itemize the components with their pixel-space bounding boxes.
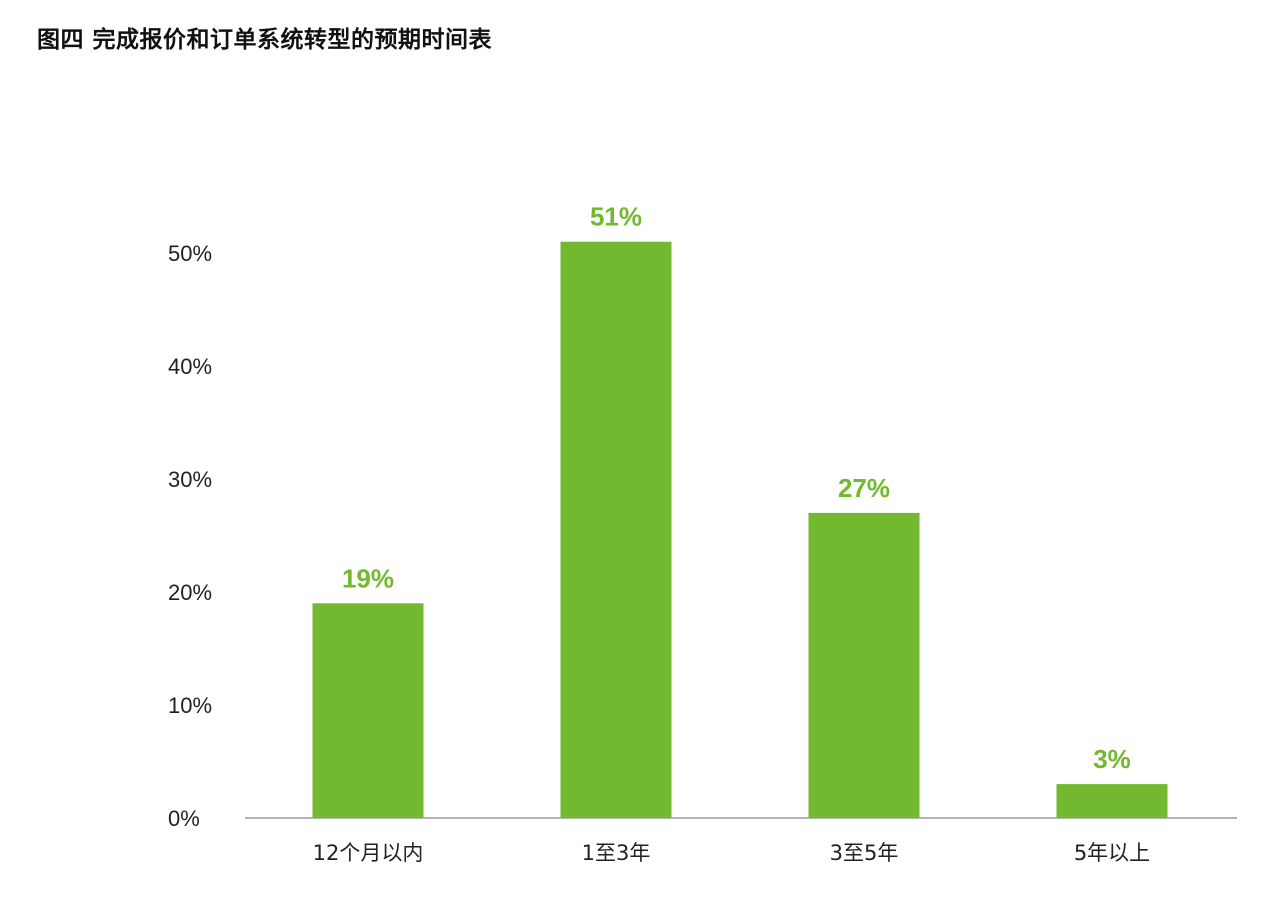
x-category-label: 5年以上 <box>1074 841 1150 865</box>
y-tick-label: 0% <box>168 806 200 831</box>
bar <box>808 512 920 818</box>
bar <box>560 241 672 818</box>
bars-group <box>312 241 1168 818</box>
y-tick-label: 50% <box>168 241 212 266</box>
data-label: 19% <box>342 563 394 593</box>
data-label: 27% <box>838 473 890 503</box>
chart-title: 图四 完成报价和订单系统转型的预期时间表 <box>37 27 493 53</box>
y-tick-label: 10% <box>168 693 212 718</box>
bar <box>1056 784 1168 818</box>
y-tick-label: 20% <box>168 580 212 605</box>
x-category-label: 12个月以内 <box>313 841 424 865</box>
x-category-label: 1至3年 <box>582 841 651 865</box>
data-labels-group: 19% 51% 27% 3% <box>342 202 1131 774</box>
bar <box>312 603 424 818</box>
x-axis-labels: 12个月以内 1至3年 3至5年 5年以上 <box>313 841 1151 865</box>
y-tick-label: 30% <box>168 467 212 492</box>
x-category-label: 3至5年 <box>830 841 899 865</box>
y-tick-label: 40% <box>168 354 212 379</box>
y-axis-ticks: 0% 10% 20% 30% 40% 50% <box>168 241 212 831</box>
data-label: 51% <box>590 202 642 232</box>
data-label: 3% <box>1093 744 1131 774</box>
